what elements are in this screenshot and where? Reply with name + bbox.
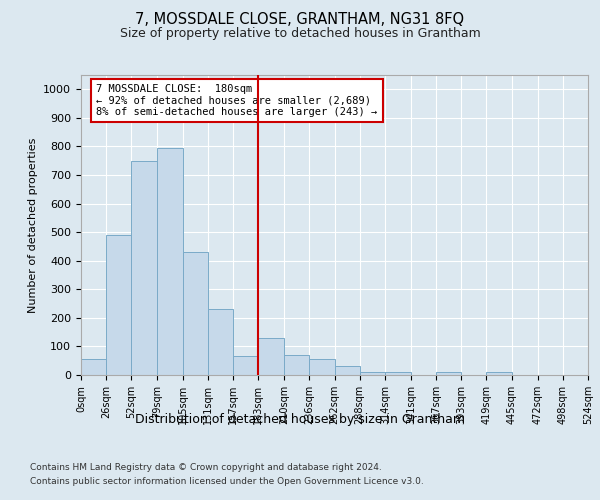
Bar — [385, 372, 411, 375]
Bar — [436, 372, 461, 375]
Text: Contains HM Land Registry data © Crown copyright and database right 2024.: Contains HM Land Registry data © Crown c… — [30, 462, 382, 471]
Bar — [157, 148, 182, 375]
Bar — [81, 360, 106, 375]
Bar — [310, 360, 335, 375]
Bar — [258, 338, 284, 375]
Bar — [131, 160, 157, 375]
Bar — [182, 252, 208, 375]
Text: Distribution of detached houses by size in Grantham: Distribution of detached houses by size … — [135, 412, 465, 426]
Text: Size of property relative to detached houses in Grantham: Size of property relative to detached ho… — [119, 28, 481, 40]
Bar — [487, 372, 512, 375]
Bar — [335, 366, 359, 375]
Bar — [359, 372, 385, 375]
Y-axis label: Number of detached properties: Number of detached properties — [28, 138, 38, 312]
Text: Contains public sector information licensed under the Open Government Licence v3: Contains public sector information licen… — [30, 478, 424, 486]
Bar — [106, 235, 131, 375]
Bar — [233, 356, 258, 375]
Bar — [284, 355, 310, 375]
Bar — [208, 310, 233, 375]
Text: 7, MOSSDALE CLOSE, GRANTHAM, NG31 8FQ: 7, MOSSDALE CLOSE, GRANTHAM, NG31 8FQ — [136, 12, 464, 28]
Text: 7 MOSSDALE CLOSE:  180sqm
← 92% of detached houses are smaller (2,689)
8% of sem: 7 MOSSDALE CLOSE: 180sqm ← 92% of detach… — [96, 84, 377, 117]
